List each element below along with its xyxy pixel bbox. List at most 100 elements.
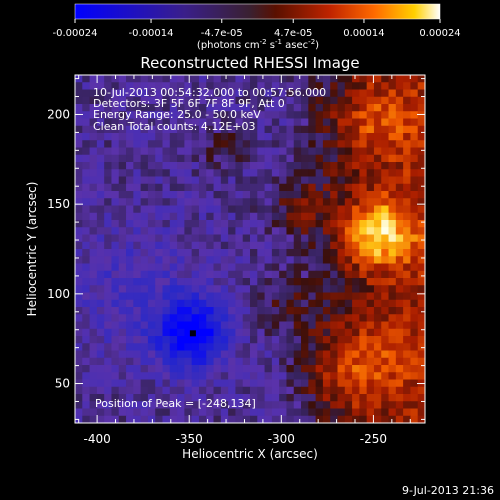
- heatmap-cell: [293, 292, 302, 301]
- heatmap-cell: [140, 183, 149, 192]
- heatmap-cell: [235, 191, 244, 199]
- heatmap-cell: [177, 307, 185, 315]
- heatmap-cell: [366, 292, 375, 301]
- heatmap-cell: [104, 256, 112, 264]
- heatmap-cell: [293, 365, 302, 373]
- heatmap-cell: [220, 133, 229, 141]
- heatmap-cell: [308, 241, 317, 250]
- heatmap-cell: [381, 249, 389, 257]
- heatmap-cell: [286, 125, 295, 134]
- heatmap-cell: [177, 263, 185, 272]
- heatmap-cell: [366, 394, 375, 402]
- heatmap-cell: [75, 372, 83, 380]
- heatmap-cell: [147, 408, 156, 417]
- heatmap-cell: [96, 205, 105, 214]
- heatmap-cell: [344, 408, 353, 417]
- heatmap-cell: [162, 227, 171, 235]
- heatmap-cell: [89, 133, 98, 141]
- heatmap-cell: [126, 176, 134, 185]
- heatmap-cell: [169, 350, 178, 359]
- heatmap-cell: [162, 111, 171, 119]
- heatmap-cell: [293, 263, 302, 272]
- heatmap-cell: [82, 386, 90, 395]
- heatmap-cell: [235, 278, 244, 286]
- heatmap-cell: [235, 343, 244, 351]
- heatmap-cell: [133, 328, 142, 337]
- heatmap-cell: [169, 394, 178, 402]
- heatmap-cell: [126, 256, 134, 264]
- heatmap-cell: [315, 111, 324, 119]
- heatmap-cell: [337, 336, 346, 344]
- heatmap-cell: [169, 328, 178, 337]
- heatmap-cell: [191, 249, 200, 257]
- heatmap-cell: [89, 415, 98, 423]
- heatmap-cell: [133, 154, 142, 163]
- heatmap-cell: [257, 118, 265, 127]
- heatmap-cell: [82, 220, 90, 228]
- heatmap-cell: [220, 415, 229, 423]
- heatmap-cell: [184, 191, 193, 199]
- heatmap-cell: [82, 336, 90, 344]
- heatmap-cell: [322, 227, 331, 235]
- heatmap-cell: [271, 372, 280, 380]
- heatmap-cell: [147, 96, 156, 105]
- heatmap-cell: [330, 111, 338, 119]
- heatmap-cell: [337, 147, 346, 156]
- heatmap-cell: [250, 401, 258, 409]
- heatmap-cell: [147, 118, 156, 127]
- heatmap-cell: [301, 379, 309, 388]
- heatmap-cell: [417, 365, 425, 373]
- heatmap-cell: [242, 321, 251, 330]
- heatmap-cell: [330, 321, 338, 330]
- heatmap-cell: [177, 133, 185, 141]
- heatmap-cell: [352, 89, 360, 98]
- heatmap-cell: [315, 191, 324, 199]
- heatmap-cell: [213, 154, 222, 163]
- heatmap-cell: [89, 394, 98, 402]
- heatmap-cell: [228, 292, 236, 301]
- heatmap-cell: [264, 96, 273, 105]
- heatmap-cell: [359, 386, 368, 395]
- heatmap-cell: [140, 212, 149, 221]
- heatmap-cell: [213, 241, 222, 250]
- heatmap-cell: [82, 227, 90, 235]
- heatmap-cell: [191, 205, 200, 214]
- heatmap-cell: [322, 198, 331, 206]
- heatmap-cell: [126, 118, 134, 127]
- heatmap-cell: [410, 307, 419, 315]
- heatmap-cell: [373, 292, 382, 301]
- heatmap-cell: [337, 394, 346, 402]
- heatmap-cell: [366, 111, 375, 119]
- heatmap-cell: [337, 278, 346, 286]
- heatmap-cell: [242, 111, 251, 119]
- heatmap-cell: [75, 183, 83, 192]
- heatmap-cell: [169, 82, 178, 90]
- heatmap-cell: [126, 205, 134, 214]
- heatmap-cell: [271, 198, 280, 206]
- heatmap-cell: [198, 118, 207, 127]
- heatmap-cell: [235, 321, 244, 330]
- heatmap-cell: [228, 176, 236, 185]
- heatmap-cell: [417, 343, 425, 351]
- heatmap-cell: [206, 227, 214, 235]
- heatmap-cell: [293, 176, 302, 185]
- heatmap-cell: [417, 372, 425, 380]
- heatmap-cell: [228, 314, 236, 322]
- heatmap-cell: [111, 220, 120, 228]
- heatmap-cell: [257, 205, 265, 214]
- heatmap-cell: [410, 249, 419, 257]
- heatmap-cell: [301, 140, 309, 148]
- heatmap-cell: [220, 321, 229, 330]
- heatmap-cell: [206, 307, 214, 315]
- heatmap-cell: [111, 176, 120, 185]
- heatmap-cell: [359, 125, 368, 134]
- heatmap-cell: [373, 104, 382, 112]
- heatmap-cell: [279, 111, 287, 119]
- heatmap-cell: [133, 133, 142, 141]
- heatmap-cell: [257, 89, 265, 98]
- peak-position-label: Position of Peak = [-248,134]: [95, 397, 256, 410]
- heatmap-cell: [162, 401, 171, 409]
- heatmap-cell: [315, 205, 324, 214]
- heatmap-cell: [315, 386, 324, 395]
- heatmap-cell: [322, 118, 331, 127]
